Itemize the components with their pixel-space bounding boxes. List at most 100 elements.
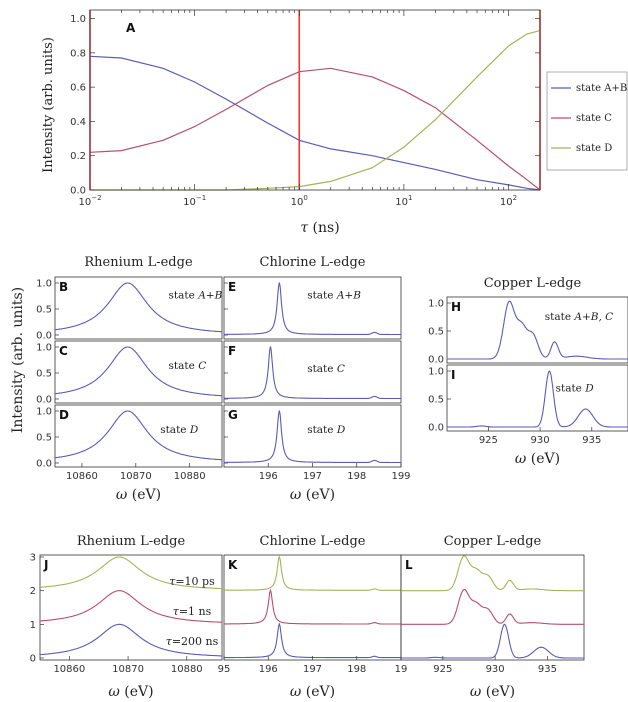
- state-label-e: state A+B: [307, 290, 361, 302]
- state-label-word: state: [556, 382, 586, 394]
- x-tick-label-198: 198: [347, 664, 366, 675]
- panel-frame-g: [223, 404, 402, 468]
- ts-curve-l-2: [401, 623, 584, 659]
- column-title-1: Chlorine L-edge: [260, 255, 366, 270]
- panel-frame-h: [446, 296, 628, 364]
- panel-letter-c: C: [59, 344, 68, 358]
- time-label-0-text: =10 ps: [175, 575, 215, 588]
- ts-curve-j-0: [39, 556, 223, 590]
- panel-frame-b: [54, 276, 223, 340]
- panel-a-ylabel: Intensity (arb. units): [41, 37, 56, 173]
- panel-letter-l: L: [405, 558, 413, 572]
- legend-label-state-d: state D: [576, 143, 612, 154]
- y-tick-label-0.0: 0.0: [70, 186, 86, 197]
- panel-frame-l: [400, 554, 585, 661]
- y-tick-label-0.0: 0.0: [36, 395, 52, 406]
- x-tick-label-930: 930: [531, 435, 550, 446]
- column-xlabel-0-text: (eV): [127, 487, 161, 503]
- panel-letter-j: J: [43, 558, 48, 572]
- state-label-d: state D: [160, 424, 199, 436]
- y-tick-label-0.5: 0.5: [428, 395, 444, 406]
- ts-xlabel-0-text: (eV): [120, 684, 154, 700]
- column-xlabel-2: ω (eV): [515, 451, 560, 467]
- x-tick-label-196: 196: [259, 471, 278, 482]
- x-tick-label-10860: 10860: [66, 471, 98, 482]
- ts-curve-l-1: [401, 589, 584, 625]
- x-tick-label-196: 196: [259, 664, 278, 675]
- y-tick-label-0.5: 0.5: [36, 369, 52, 380]
- y-tick-label-1.0: 1.0: [428, 299, 444, 310]
- y-tick-label-0.0: 0.0: [36, 459, 52, 470]
- panel-a-frame: [89, 9, 541, 191]
- state-label-word: state: [169, 290, 199, 302]
- x-tick-label-199: 199: [391, 471, 410, 482]
- spectrum-curve-c: [54, 346, 223, 397]
- legend-label-state-c: state C: [576, 113, 612, 124]
- time-label-0-symbol: τ: [169, 575, 176, 588]
- spectrum-curve-d: [54, 410, 223, 461]
- state-label-c: state C: [169, 360, 207, 372]
- panel-frame-k: [223, 554, 402, 661]
- x-tick-label: 10−2: [78, 194, 101, 208]
- time-label-0: τ=10 ps: [169, 575, 215, 588]
- panel-frame-i: [446, 364, 628, 432]
- column-xlabel-2-symbol: ω: [515, 451, 527, 467]
- x-tick-label-930: 930: [486, 664, 505, 675]
- y-tick-label-0.0: 0.0: [428, 355, 444, 366]
- x-tick-label-exp: −1: [196, 194, 206, 202]
- panel-letter-b: B: [59, 280, 68, 294]
- column-xlabel-1: ω (eV): [290, 487, 335, 503]
- ts-curve-j-2: [40, 623, 222, 657]
- ts-column-title-0: Rhenium L-edge: [77, 534, 186, 549]
- spectrum-curve-h: [447, 300, 628, 360]
- ts-xlabel-2-text: (eV): [481, 684, 515, 700]
- time-label-1-text: =1 ns: [179, 605, 212, 618]
- state-label-word: state: [160, 424, 190, 436]
- x-tick-label-exp: 2: [513, 194, 517, 202]
- x-tick-label-base: 10: [183, 197, 196, 208]
- y-tick-label-0.6: 0.6: [70, 83, 86, 94]
- x-tick-label-935: 935: [538, 664, 557, 675]
- y-tick-label-0.2: 0.2: [70, 151, 86, 162]
- time-label-1-symbol: τ: [173, 605, 180, 618]
- x-tick-label: 10−1: [183, 194, 206, 208]
- panel-letter-a: A: [126, 21, 136, 35]
- state-label-i: state D: [556, 382, 595, 394]
- series-line-state-c: [89, 67, 541, 191]
- column-title-2: Copper L-edge: [484, 276, 582, 291]
- ts-y-tick-label-2: 2: [30, 586, 36, 597]
- y-tick-label-1.0: 1.0: [428, 367, 444, 378]
- x-tick-label: 100: [291, 194, 308, 208]
- x-tick-label-925: 925: [433, 664, 452, 675]
- ts-xlabel-2-symbol: ω: [470, 684, 482, 700]
- y-tick-label-1.0: 1.0: [36, 407, 52, 418]
- time-label-2: τ=200 ns: [166, 635, 219, 648]
- x-tick-label-10870: 10870: [112, 664, 144, 675]
- series-line-state-a-b: [89, 55, 541, 191]
- x-tick-label-925: 925: [479, 435, 498, 446]
- ts-xlabel-1-text: (eV): [301, 684, 335, 700]
- time-label-1: τ=1 ns: [173, 605, 212, 618]
- state-label-word: state: [307, 424, 337, 436]
- column-xlabel-1-symbol: ω: [290, 487, 302, 503]
- y-tick-label-0.5: 0.5: [428, 327, 444, 338]
- spectra-ylabel: Intensity (arb. units): [10, 287, 26, 433]
- ts-xlabel-0-symbol: ω: [108, 684, 120, 700]
- state-label-word: state: [307, 363, 337, 375]
- ts-y-tick-label-1: 1: [30, 620, 36, 631]
- ts-xlabel-0: ω (eV): [108, 684, 153, 700]
- panel-frame-f: [223, 340, 402, 404]
- panel-a-xlabel-unit: (ns): [308, 220, 340, 236]
- spectrum-curve-g: [224, 410, 401, 464]
- column-xlabel-0: ω (eV): [116, 487, 161, 503]
- panel-letter-e: E: [228, 280, 236, 294]
- panel-a-xlabel-symbol: τ: [300, 220, 308, 236]
- state-label-h: state A+B, C: [545, 311, 613, 323]
- state-label-name: A+B: [336, 290, 361, 302]
- ts-curve-j-1: [39, 590, 222, 623]
- panel-frame-d: [54, 404, 223, 468]
- ts-y-tick-label-0: 0: [30, 654, 36, 665]
- state-label-b: state A+B: [169, 290, 223, 302]
- x-tick-label-exp: 1: [408, 194, 412, 202]
- ts-curve-k-2: [224, 622, 401, 659]
